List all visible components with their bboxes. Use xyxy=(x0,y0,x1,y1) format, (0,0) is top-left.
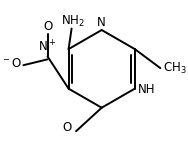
Text: O: O xyxy=(43,20,52,33)
Text: N$^+$: N$^+$ xyxy=(38,40,57,55)
Text: O: O xyxy=(62,121,72,134)
Text: N: N xyxy=(97,16,106,29)
Text: CH$_3$: CH$_3$ xyxy=(163,61,187,76)
Text: NH: NH xyxy=(138,83,155,96)
Text: $^-$O: $^-$O xyxy=(1,57,22,70)
Text: NH$_2$: NH$_2$ xyxy=(61,13,85,29)
